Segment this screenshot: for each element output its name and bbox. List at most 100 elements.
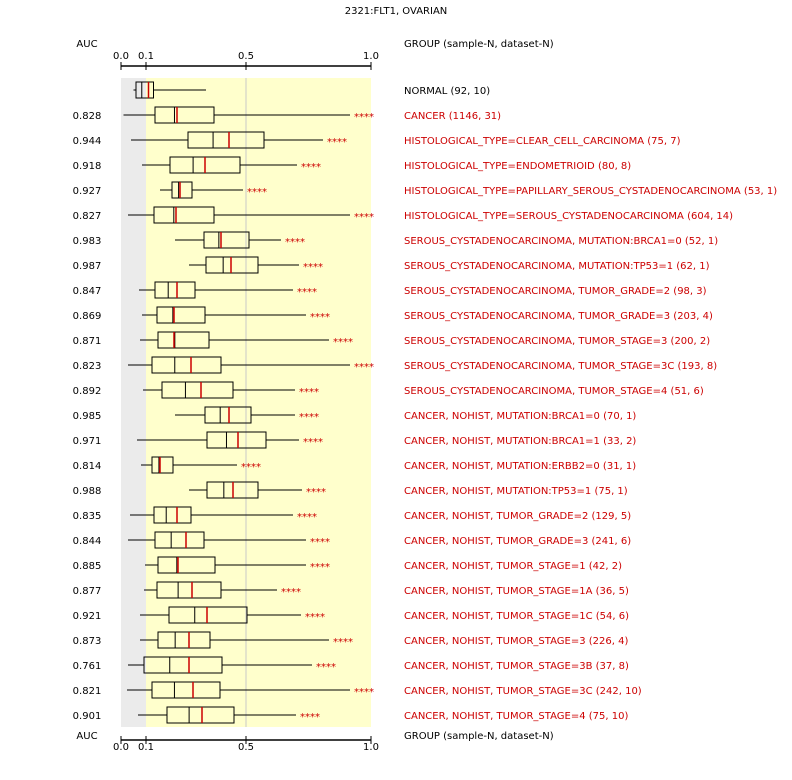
auc-value: 0.873 bbox=[73, 636, 102, 647]
auc-value: 0.901 bbox=[73, 711, 102, 722]
auc-value: 0.985 bbox=[73, 411, 102, 422]
box bbox=[156, 306, 206, 324]
significance-marker: **** bbox=[354, 112, 374, 123]
group-label: CANCER, NOHIST, TUMOR_GRADE=3 (241, 6) bbox=[404, 536, 631, 547]
chart-title: 2321:FLT1, OVARIAN bbox=[344, 6, 448, 17]
group-label: CANCER, NOHIST, TUMOR_GRADE=2 (129, 5) bbox=[404, 511, 631, 522]
box bbox=[187, 131, 265, 149]
auc-value: 0.988 bbox=[73, 486, 102, 497]
group-header-top: GROUP (sample-N, dataset-N) bbox=[404, 39, 554, 50]
auc-value: 0.761 bbox=[73, 661, 102, 672]
group-label: CANCER, NOHIST, TUMOR_STAGE=3 (226, 4) bbox=[404, 636, 628, 647]
box bbox=[171, 181, 193, 199]
x-tick-label-bottom: 1.0 bbox=[363, 742, 379, 753]
significance-marker: **** bbox=[354, 687, 374, 698]
box bbox=[205, 256, 259, 274]
box bbox=[168, 606, 248, 624]
significance-marker: **** bbox=[247, 187, 267, 198]
x-tick-label-top: 0.5 bbox=[238, 51, 254, 62]
group-label: NORMAL (92, 10) bbox=[404, 86, 490, 97]
x-tick-label-bottom: 0.0 bbox=[113, 742, 129, 753]
box bbox=[143, 656, 223, 674]
auc-value: 0.835 bbox=[73, 511, 102, 522]
auc-value: 0.844 bbox=[73, 536, 102, 547]
group-label: HISTOLOGICAL_TYPE=PAPILLARY_SEROUS_CYSTA… bbox=[404, 186, 777, 197]
auc-value: 0.827 bbox=[73, 211, 102, 222]
significance-marker: **** bbox=[299, 412, 319, 423]
significance-marker: **** bbox=[354, 362, 374, 373]
significance-marker: **** bbox=[303, 262, 323, 273]
auc-value: 0.871 bbox=[73, 336, 102, 347]
auc-value: 0.877 bbox=[73, 586, 102, 597]
significance-marker: **** bbox=[306, 487, 326, 498]
group-label: CANCER, NOHIST, MUTATION:ERBB2=0 (31, 1) bbox=[404, 461, 636, 472]
box bbox=[151, 356, 222, 374]
box bbox=[157, 556, 216, 574]
group-label: SEROUS_CYSTADENOCARCINOMA, MUTATION:BRCA… bbox=[404, 236, 718, 247]
auc-value: 0.869 bbox=[73, 311, 102, 322]
box bbox=[135, 81, 154, 99]
significance-marker: **** bbox=[299, 387, 319, 398]
x-tick-label-top: 1.0 bbox=[363, 51, 379, 62]
significance-marker: **** bbox=[333, 637, 353, 648]
significance-marker: **** bbox=[300, 712, 320, 723]
box bbox=[154, 281, 196, 299]
box bbox=[166, 706, 235, 724]
auc-value: 0.823 bbox=[73, 361, 102, 372]
box bbox=[157, 631, 211, 649]
box bbox=[153, 206, 215, 224]
group-label: CANCER, NOHIST, TUMOR_STAGE=4 (75, 10) bbox=[404, 711, 628, 722]
group-label: CANCER, NOHIST, MUTATION:BRCA1=0 (70, 1) bbox=[404, 411, 636, 422]
group-label: HISTOLOGICAL_TYPE=ENDOMETRIOID (80, 8) bbox=[404, 161, 631, 172]
significance-marker: **** bbox=[305, 612, 325, 623]
auc-value: 0.892 bbox=[73, 386, 102, 397]
box bbox=[206, 431, 267, 449]
auc-value: 0.814 bbox=[73, 461, 102, 472]
group-label: SEROUS_CYSTADENOCARCINOMA, TUMOR_GRADE=3… bbox=[404, 311, 713, 322]
significance-marker: **** bbox=[297, 512, 317, 523]
auc-value: 0.918 bbox=[73, 161, 102, 172]
auc-value: 0.821 bbox=[73, 686, 102, 697]
group-header-bottom: GROUP (sample-N, dataset-N) bbox=[404, 731, 554, 742]
x-tick-label-bottom: 0.5 bbox=[238, 742, 254, 753]
group-label: HISTOLOGICAL_TYPE=CLEAR_CELL_CARCINOMA (… bbox=[404, 136, 681, 147]
significance-marker: **** bbox=[310, 537, 330, 548]
significance-marker: **** bbox=[354, 212, 374, 223]
group-label: CANCER, NOHIST, MUTATION:TP53=1 (75, 1) bbox=[404, 486, 628, 497]
auc-value: 0.828 bbox=[73, 111, 102, 122]
auc-value: 0.971 bbox=[73, 436, 102, 447]
x-tick-label-bottom: 0.1 bbox=[138, 742, 154, 753]
auc-value: 0.983 bbox=[73, 236, 102, 247]
significance-marker: **** bbox=[285, 237, 305, 248]
significance-marker: **** bbox=[301, 162, 321, 173]
auc-value: 0.944 bbox=[73, 136, 102, 147]
box bbox=[203, 231, 250, 249]
auc-value: 0.885 bbox=[73, 561, 102, 572]
box bbox=[154, 106, 215, 124]
group-label: CANCER, NOHIST, TUMOR_STAGE=1 (42, 2) bbox=[404, 561, 622, 572]
box bbox=[156, 581, 222, 599]
group-label: HISTOLOGICAL_TYPE=SEROUS_CYSTADENOCARCIN… bbox=[404, 211, 733, 222]
group-label: SEROUS_CYSTADENOCARCINOMA, TUMOR_STAGE=4… bbox=[404, 386, 704, 397]
box bbox=[151, 681, 221, 699]
group-label: SEROUS_CYSTADENOCARCINOMA, TUMOR_STAGE=3… bbox=[404, 361, 717, 372]
box bbox=[153, 506, 192, 524]
significance-marker: **** bbox=[303, 437, 323, 448]
auc-header-top: AUC bbox=[76, 39, 97, 50]
significance-marker: **** bbox=[310, 562, 330, 573]
group-label: CANCER, NOHIST, MUTATION:BRCA1=1 (33, 2) bbox=[404, 436, 636, 447]
auc-value: 0.927 bbox=[73, 186, 102, 197]
box bbox=[161, 381, 234, 399]
x-tick-label-top: 0.0 bbox=[113, 51, 129, 62]
box bbox=[204, 406, 252, 424]
group-label: CANCER, NOHIST, TUMOR_STAGE=1C (54, 6) bbox=[404, 611, 629, 622]
box bbox=[157, 331, 210, 349]
significance-marker: **** bbox=[241, 462, 261, 473]
group-label: CANCER (1146, 31) bbox=[404, 111, 501, 122]
significance-marker: **** bbox=[316, 662, 336, 673]
x-tick-label-top: 0.1 bbox=[138, 51, 154, 62]
group-label: CANCER, NOHIST, TUMOR_STAGE=3B (37, 8) bbox=[404, 661, 629, 672]
auc-value: 0.847 bbox=[73, 286, 102, 297]
box bbox=[151, 456, 174, 474]
